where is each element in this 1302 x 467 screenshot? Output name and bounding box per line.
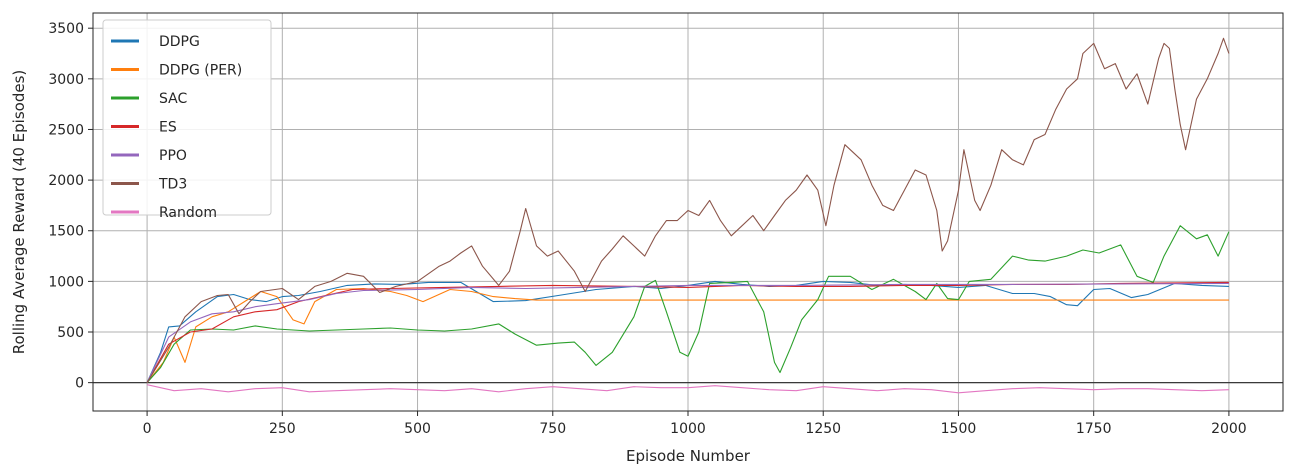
series-line-sac bbox=[146, 225, 1230, 383]
y-tick-label: 500 bbox=[57, 325, 84, 341]
legend-label: SAC bbox=[159, 91, 187, 107]
legend-label: DDPG bbox=[159, 34, 200, 50]
x-tick-label: 2000 bbox=[1211, 421, 1247, 437]
ticks: 0 250 500 750 1000 1250 1500 1750 2000 0 500 1000 15… bbox=[48, 21, 1246, 437]
y-tick-label: 0 bbox=[75, 376, 84, 392]
x-tick-label: 1500 bbox=[941, 421, 977, 437]
series-line-ppo bbox=[146, 282, 1229, 383]
series-line-random bbox=[146, 384, 1229, 394]
y-axis-label: Rolling Average Reward (40 Episodes) bbox=[10, 70, 28, 355]
x-tick-label: 0 bbox=[143, 421, 152, 437]
y-tick-label: 2000 bbox=[48, 173, 84, 189]
legend-label: DDPG (PER) bbox=[159, 63, 242, 79]
legend-label: Random bbox=[159, 205, 217, 221]
legend: DDPG DDPG (PER) SAC ES PPO TD3 Random bbox=[102, 19, 272, 221]
x-tick-label: 1750 bbox=[1076, 421, 1112, 437]
y-tick-label: 1000 bbox=[48, 274, 84, 290]
y-tick-label: 3000 bbox=[48, 72, 84, 88]
y-tick-label: 1500 bbox=[48, 224, 84, 240]
legend-label: TD3 bbox=[158, 177, 187, 193]
y-tick-label: 2500 bbox=[48, 122, 84, 138]
legend-box bbox=[102, 19, 272, 216]
series-line-td3 bbox=[146, 37, 1230, 383]
x-tick-label: 1000 bbox=[670, 421, 706, 437]
series-group bbox=[146, 37, 1230, 394]
y-tick-label: 3500 bbox=[48, 21, 84, 37]
legend-label: ES bbox=[159, 120, 177, 136]
x-axis-label: Episode Number bbox=[626, 447, 751, 465]
x-tick-label: 1250 bbox=[805, 421, 841, 437]
x-tick-label: 750 bbox=[539, 421, 566, 437]
legend-label: PPO bbox=[159, 148, 187, 164]
x-tick-label: 250 bbox=[269, 421, 296, 437]
x-tick-label: 500 bbox=[404, 421, 431, 437]
series-line-ddpg-per bbox=[146, 287, 1229, 383]
